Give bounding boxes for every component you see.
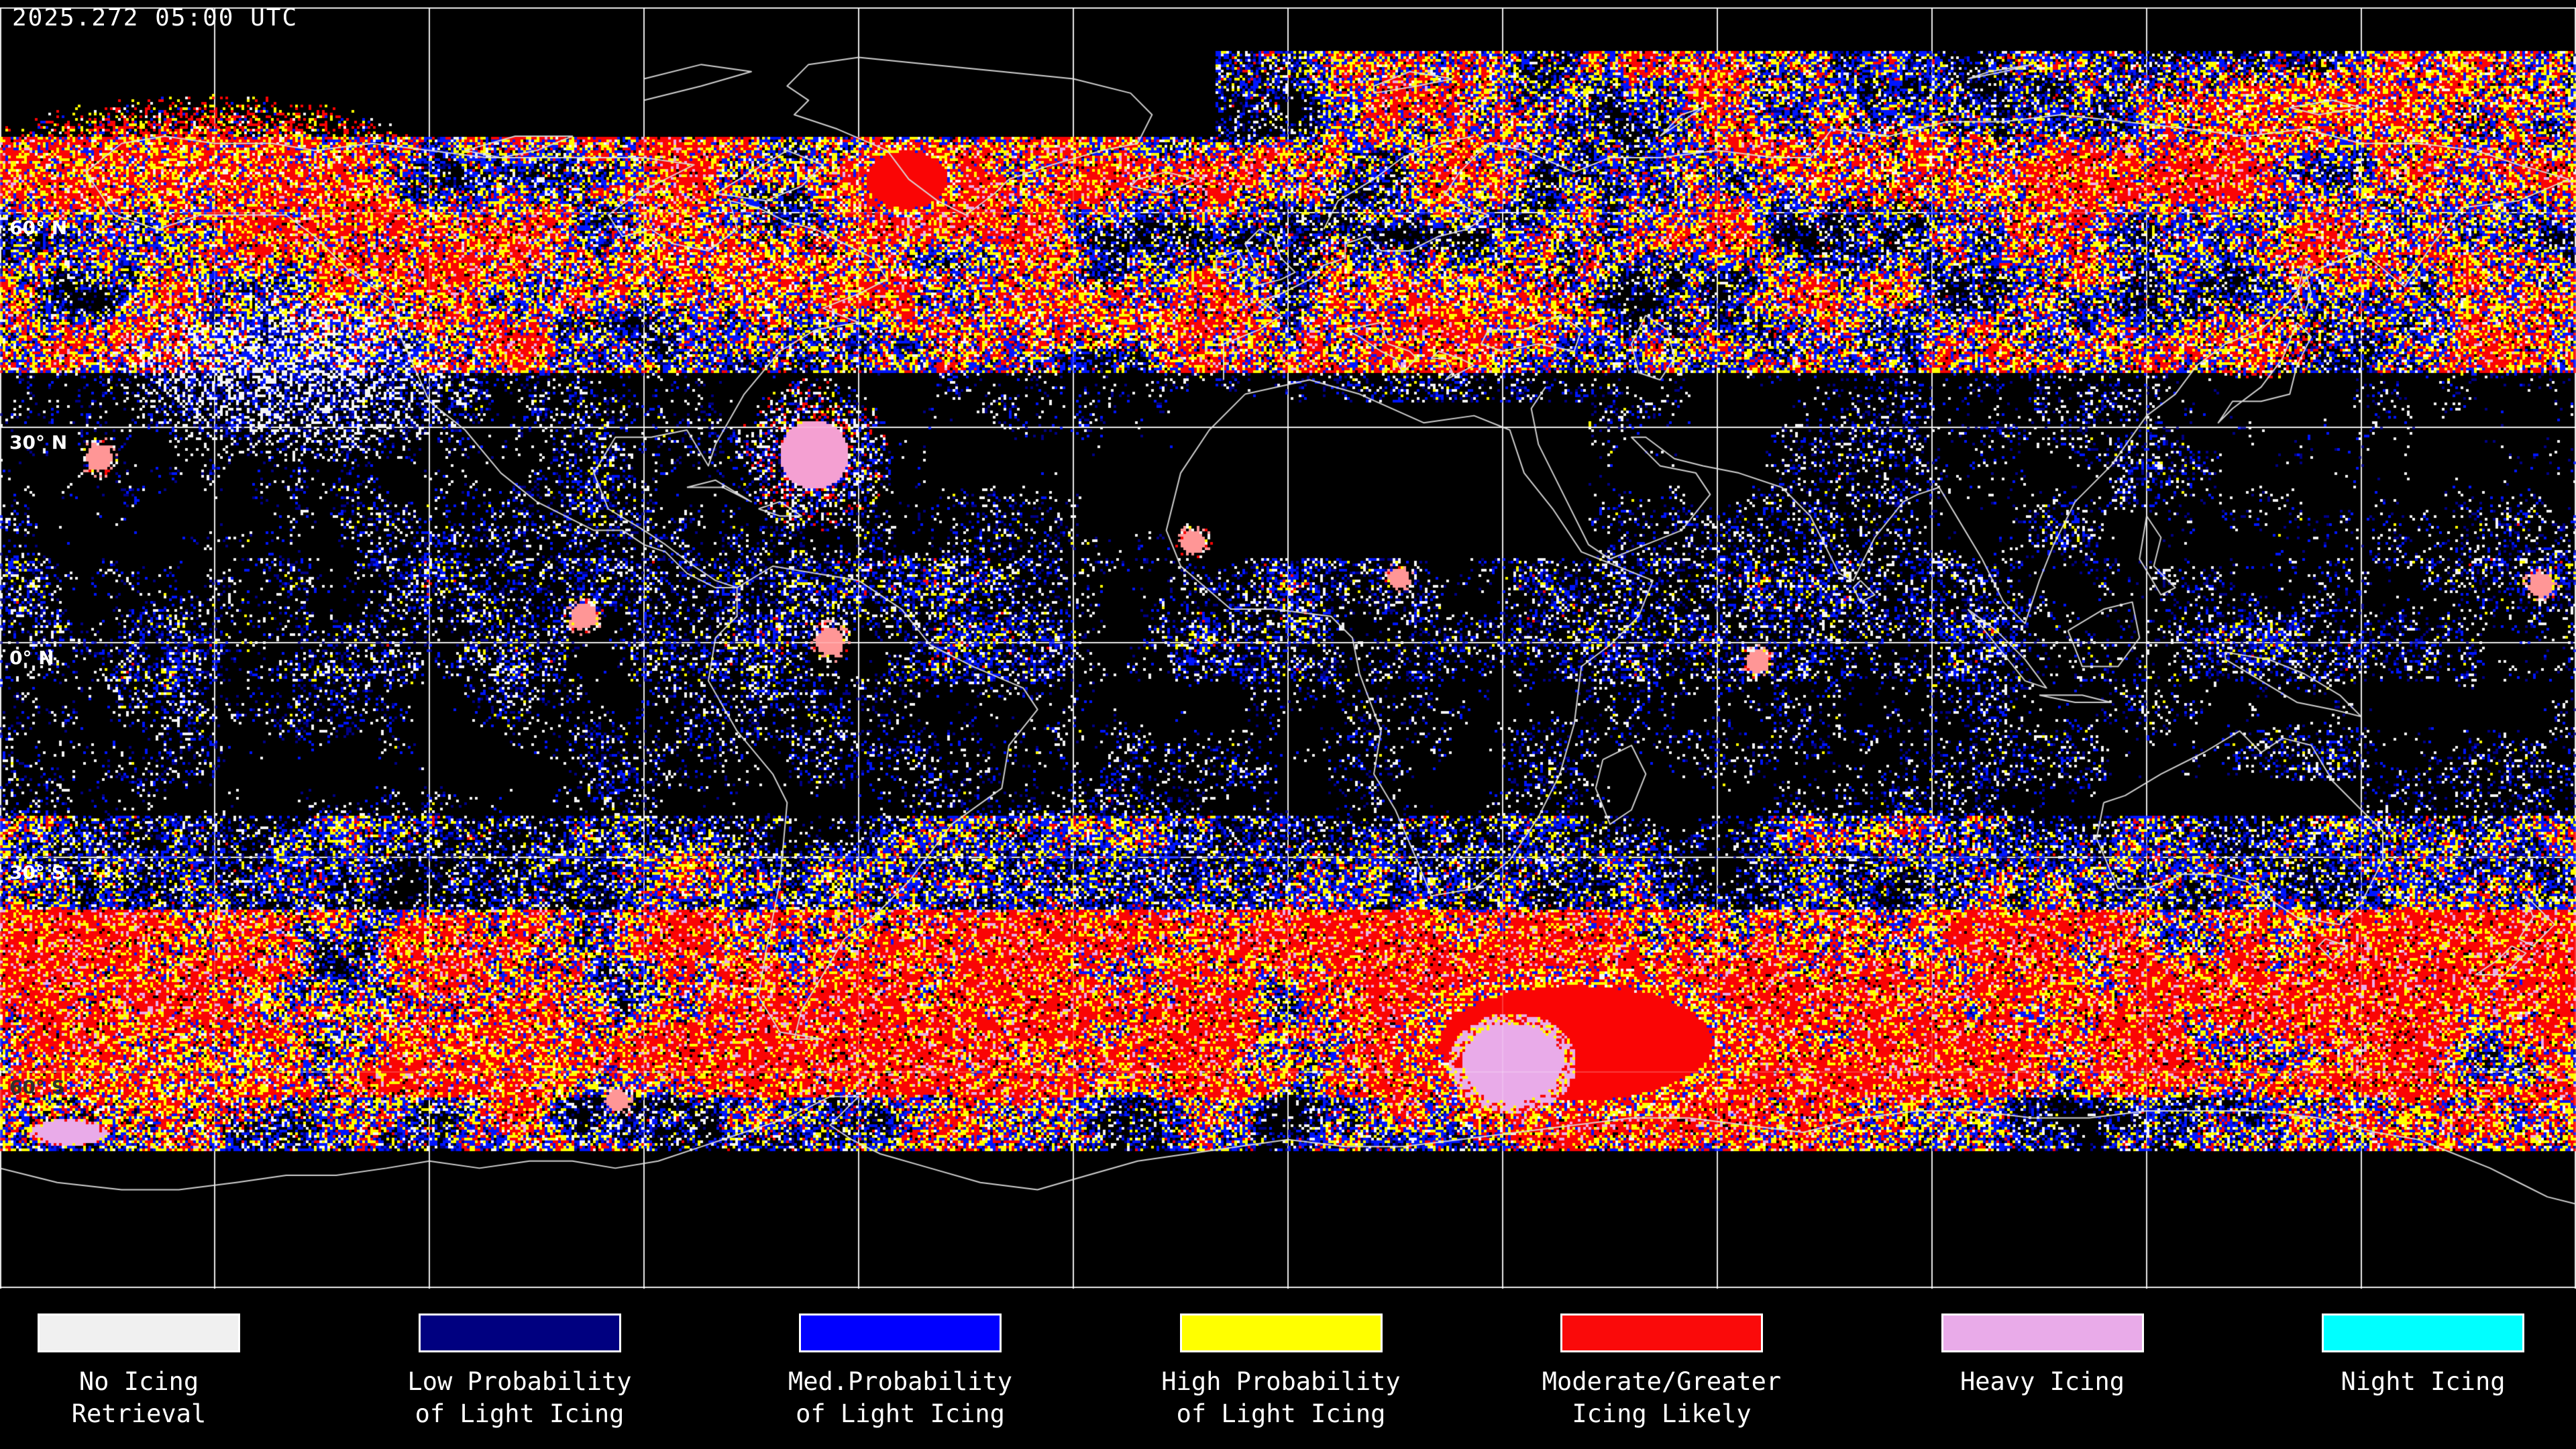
latitude-label: 30° S	[9, 861, 65, 883]
legend-label: No Icing	[78, 1367, 199, 1396]
legend-label: Icing Likely	[1572, 1399, 1752, 1428]
timestamp: 2025.272 05:00 UTC	[12, 4, 299, 32]
legend-item: Night Icing	[2239, 1305, 2576, 1398]
legend-swatch	[799, 1313, 1002, 1352]
legend-item: Moderate/Greater Icing Likely	[1478, 1305, 1845, 1430]
legend-label: Low Probability	[407, 1367, 632, 1396]
legend-label: High Probability	[1161, 1367, 1401, 1396]
legend-item: No Icing Retrieval	[0, 1305, 323, 1430]
legend-swatch	[1179, 1313, 1383, 1352]
legend-label: Med.Probability	[788, 1367, 1013, 1396]
legend-swatch	[38, 1313, 240, 1352]
legend-label: Moderate/Greater	[1542, 1367, 1782, 1396]
legend-swatch	[1941, 1313, 2144, 1352]
legend-item: Low Probability of Light Icing	[336, 1305, 704, 1430]
legend-item: Med.Probability of Light Icing	[716, 1305, 1084, 1430]
legend-label: Night Icing	[2341, 1367, 2506, 1396]
legend-swatch	[2322, 1313, 2524, 1352]
latitude-label: 60° S	[9, 1076, 65, 1098]
latitude-label: 30° N	[9, 431, 68, 453]
legend-swatch	[1560, 1313, 1763, 1352]
legend-label: of Light Icing	[415, 1399, 625, 1428]
latitude-label: 0° N	[9, 647, 54, 669]
legend-label: of Light Icing	[796, 1399, 1005, 1428]
legend-swatch	[418, 1313, 621, 1352]
legend-label: Retrieval	[71, 1399, 207, 1428]
latitude-label: 60° N	[9, 217, 68, 239]
legend-label: Heavy Icing	[1960, 1367, 2125, 1396]
legend-item: Heavy Icing	[1859, 1305, 2226, 1398]
legend: No Icing Retrieval Low Probability of Light…	[0, 1305, 2576, 1449]
legend-item: High Probability of Light Icing	[1097, 1305, 1465, 1430]
legend-label: of Light Icing	[1176, 1399, 1386, 1428]
